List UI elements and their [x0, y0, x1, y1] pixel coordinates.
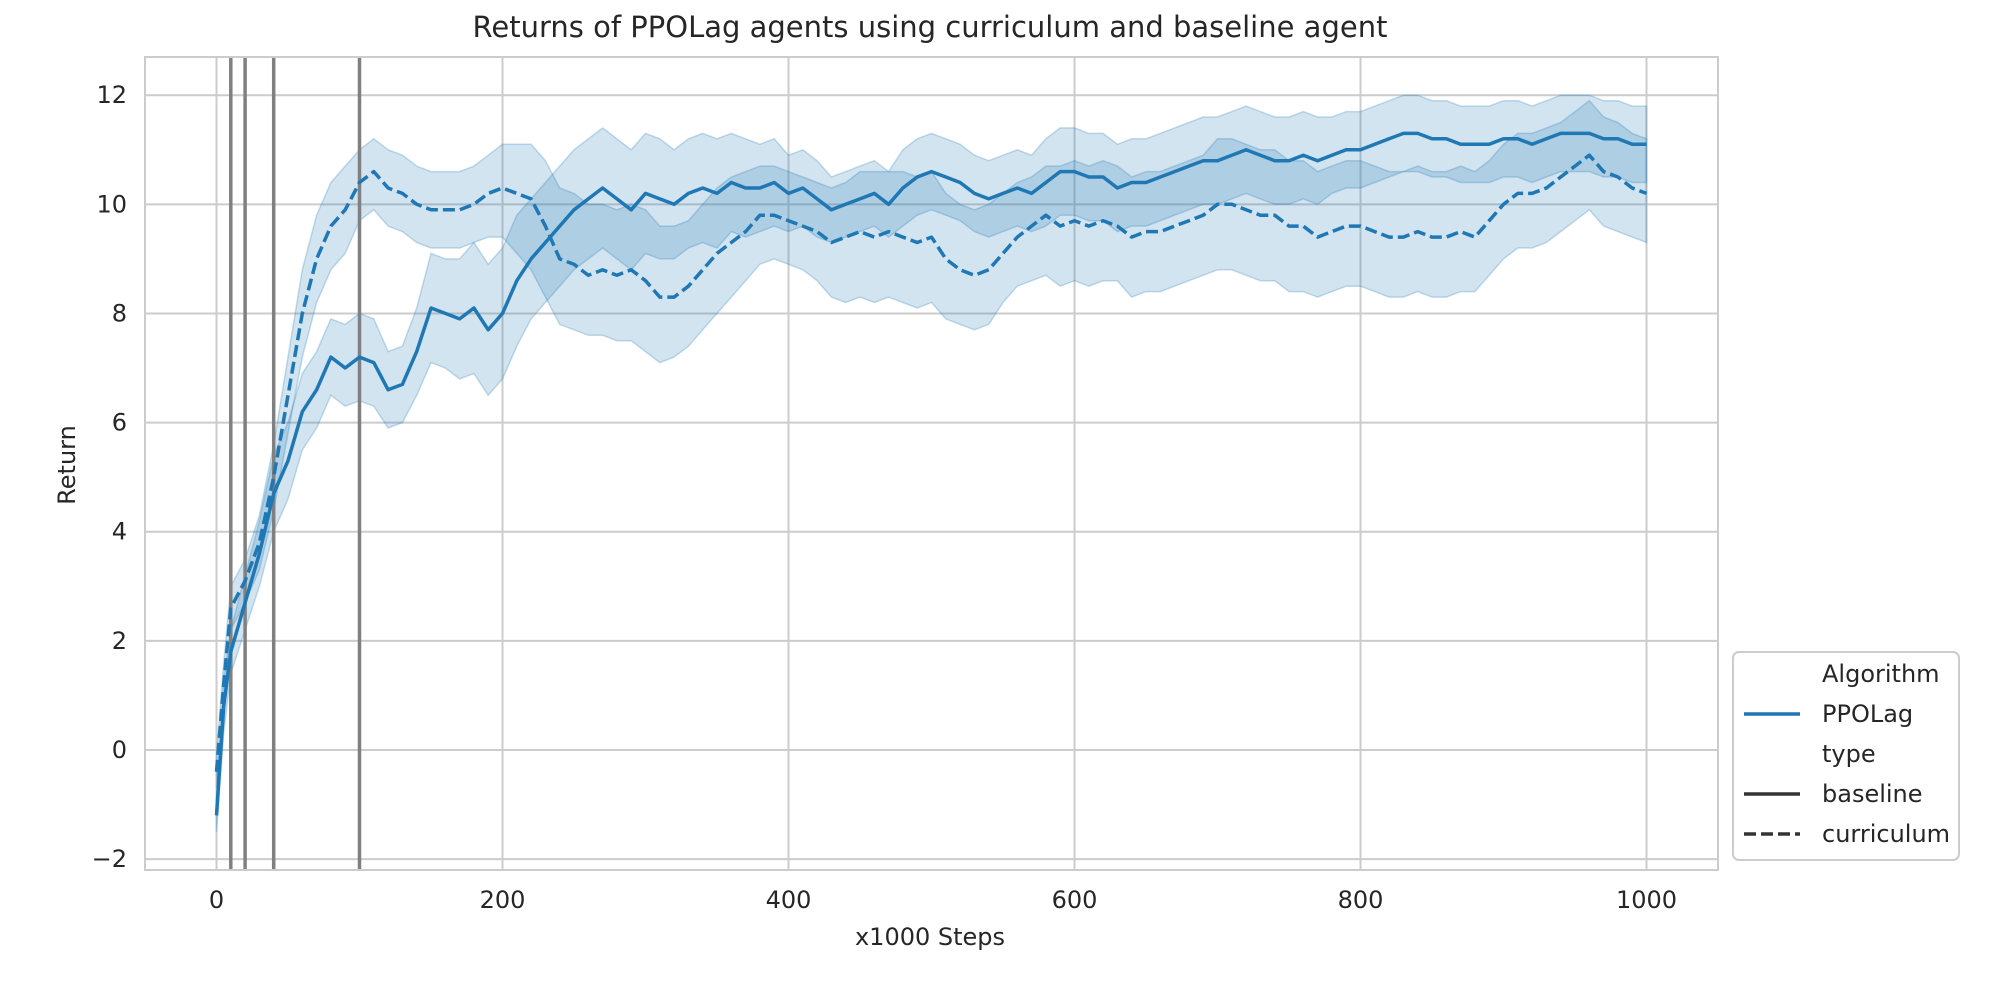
y-tick-label: 4	[112, 518, 127, 546]
legend: Algorithm PPOLag type baseline curriculum	[1732, 651, 1960, 861]
series-lines	[214, 131, 1648, 816]
x-tick-label: 600	[1052, 886, 1098, 914]
x-tick-label: 800	[1338, 886, 1384, 914]
chart-title: Returns of PPOLag agents using curriculu…	[473, 10, 1388, 44]
legend-label-PPOLag: PPOLag	[1822, 700, 1913, 728]
y-tick-label: 10	[96, 190, 127, 218]
x-tick-label: 1000	[1616, 886, 1677, 914]
y-tick-label: 6	[112, 409, 127, 437]
y-tick-label: 12	[96, 81, 127, 109]
series-line-baseline	[214, 131, 1647, 816]
legend-label-type: type	[1822, 740, 1876, 768]
legend-box	[1732, 651, 1960, 861]
y-tick-label: −2	[92, 845, 127, 873]
legend-label-baseline: baseline	[1822, 780, 1923, 808]
confidence-band-baseline	[215, 94, 1648, 832]
confidence-band-curriculum	[215, 99, 1648, 789]
x-tick-label: 400	[766, 886, 812, 914]
y-tick-label: 2	[112, 627, 127, 655]
plot-frame	[144, 56, 1719, 871]
legend-label-Algorithm: Algorithm	[1822, 660, 1940, 688]
x-tick-label: 0	[209, 886, 224, 914]
y-tick-label: 8	[112, 299, 127, 327]
confidence-bands	[215, 94, 1648, 832]
x-tick-label: 200	[480, 886, 526, 914]
x-tick-labels: 0 200 400 600 800 1000	[209, 886, 1677, 914]
series-line-curriculum	[214, 153, 1648, 772]
y-axis-title: Return	[53, 425, 81, 505]
y-tick-label: 0	[112, 736, 127, 764]
y-tick-labels: −2 0 2 4 6 8 10 12	[92, 81, 127, 873]
x-axis-title: x1000 Steps	[855, 923, 1005, 951]
legend-label-curriculum: curriculum	[1822, 820, 1950, 848]
curriculum-stage-lines	[229, 57, 362, 870]
